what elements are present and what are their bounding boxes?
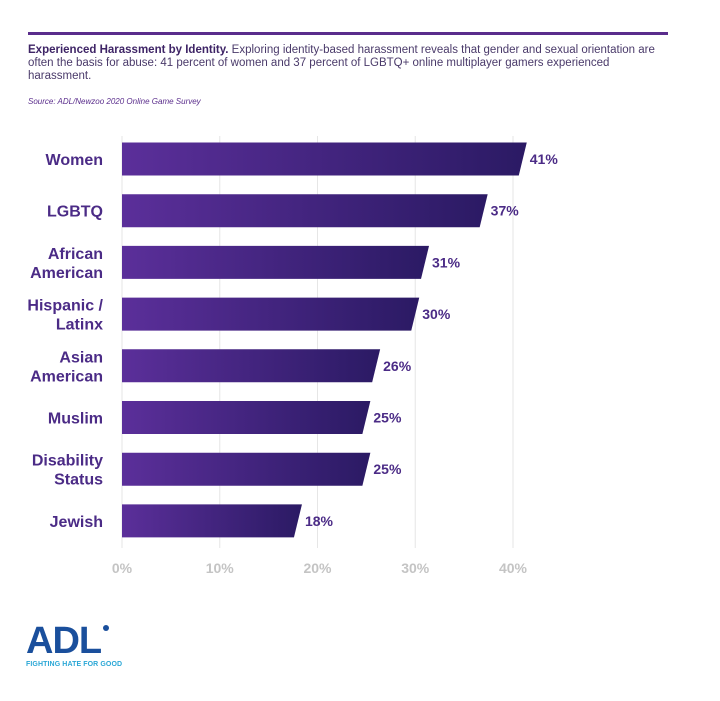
top-rule	[28, 32, 668, 35]
bar	[122, 142, 527, 176]
value-label: 25%	[373, 461, 402, 477]
category-label-line: LGBTQ	[47, 204, 103, 221]
source-note: Source: ADL/Newzoo 2020 Online Game Surv…	[28, 97, 201, 106]
bar	[122, 349, 381, 383]
bar	[122, 452, 371, 486]
category-label: Asian American	[30, 349, 103, 385]
category-label-line: Muslim	[48, 411, 103, 428]
bars	[122, 142, 527, 538]
value-label: 31%	[432, 254, 461, 270]
bar	[122, 245, 430, 279]
category-label-line: American	[30, 265, 103, 282]
category-label-line: Women	[46, 152, 103, 169]
value-label: 37%	[491, 203, 520, 219]
caption-title: Experienced Harassment by Identity.	[28, 44, 229, 56]
value-label: 25%	[373, 410, 402, 426]
value-label: 30%	[422, 306, 451, 322]
category-labels: Women LGBTQ African American Hispanic / Latin…	[27, 152, 103, 531]
logo-tagline: FIGHTING HATE FOR GOOD	[26, 661, 123, 668]
value-labels: 41% 37% 31% 30% 26% 25% 25% 18%	[305, 151, 558, 529]
value-label: 26%	[383, 358, 412, 374]
category-label: LGBTQ	[47, 204, 103, 221]
bar	[122, 194, 488, 228]
chart-caption: Experienced Harassment by Identity. Expl…	[28, 44, 668, 83]
category-label-line: Status	[54, 472, 103, 489]
logo-wordmark: ADL	[26, 622, 122, 660]
category-label-line: American	[30, 368, 103, 385]
adl-logo: ADL FIGHTING HATE FOR GOOD	[26, 622, 122, 668]
bar	[122, 401, 371, 434]
bar	[122, 504, 302, 538]
bar	[122, 297, 420, 331]
x-tick-label: 20%	[303, 560, 332, 576]
category-label-line: Jewish	[50, 514, 103, 531]
logo-dot-icon	[103, 625, 110, 631]
category-label-line: Latinx	[56, 317, 103, 334]
category-label: Jewish	[50, 514, 103, 531]
x-tick-label: 10%	[206, 560, 235, 576]
category-label-line: African	[48, 246, 103, 263]
logo-name: ADL	[26, 620, 102, 662]
category-label-line: Asian	[59, 349, 103, 366]
category-label: Women	[46, 152, 103, 169]
x-tick-label: 0%	[112, 560, 133, 576]
caption-body: Exploring identity-based harassment reve…	[28, 44, 655, 82]
x-tick-label: 40%	[499, 560, 528, 576]
x-axis-ticks: 0% 10% 20% 30% 40%	[112, 560, 528, 576]
category-label: Hispanic / Latinx	[27, 298, 103, 334]
category-label: Muslim	[48, 411, 103, 428]
category-label: Disability Status	[32, 453, 103, 489]
category-label-line: Hispanic /	[27, 298, 103, 315]
bar-chart: Women LGBTQ African American Hispanic / Latin…	[27, 136, 558, 576]
value-label: 41%	[530, 151, 559, 167]
category-label-line: Disability	[32, 453, 103, 470]
value-label: 18%	[305, 513, 334, 529]
category-label: African American	[30, 246, 103, 282]
x-tick-label: 30%	[401, 560, 430, 576]
